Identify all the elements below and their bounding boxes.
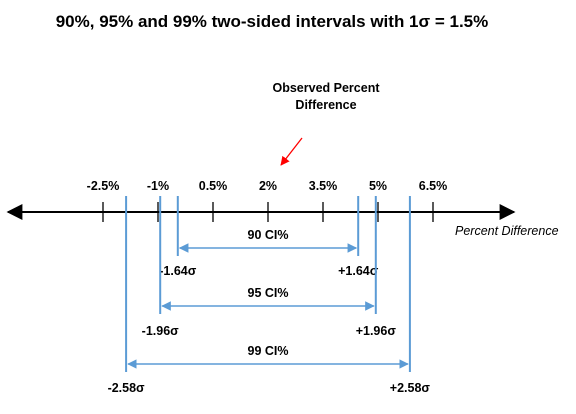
- interval-lower-label: -1.96σ: [142, 324, 179, 338]
- axis-tick-label: 2%: [259, 179, 277, 193]
- interval-label: 90 CI%: [248, 228, 289, 242]
- axis-tick-label: 5%: [369, 179, 387, 193]
- axis-tick-label: 6.5%: [419, 179, 448, 193]
- axis-tick-label: -1%: [147, 179, 169, 193]
- diagram-title: 90%, 95% and 99% two-sided intervals wit…: [56, 12, 489, 31]
- annotation-line-1: Observed Percent: [273, 81, 381, 95]
- axis-tick-label: -2.5%: [87, 179, 120, 193]
- axis-ticks: -2.5% -1% 0.5% 2% 3.5% 5% 6.5%: [87, 179, 448, 222]
- interval-lower-label: -2.58σ: [108, 381, 145, 395]
- interval-upper-label: +1.64σ: [338, 264, 379, 278]
- interval-label: 99 CI%: [248, 344, 289, 358]
- axis-tick-label: 0.5%: [199, 179, 228, 193]
- observed-value-arrow: [280, 137, 303, 166]
- interval-upper-label: +2.58σ: [390, 381, 431, 395]
- interval-group: 90 CI% -1.64σ +1.64σ 95 CI% -1.96σ +1.96σ 99 C…: [108, 196, 431, 395]
- interval-label: 95 CI%: [248, 286, 289, 300]
- axis-tick-label: 3.5%: [309, 179, 338, 193]
- annotation-line-2: Difference: [295, 98, 356, 112]
- axis-name: Percent Difference: [455, 224, 559, 238]
- interval-upper-label: +1.96σ: [356, 324, 397, 338]
- interval-lower-label: -1.64σ: [159, 264, 196, 278]
